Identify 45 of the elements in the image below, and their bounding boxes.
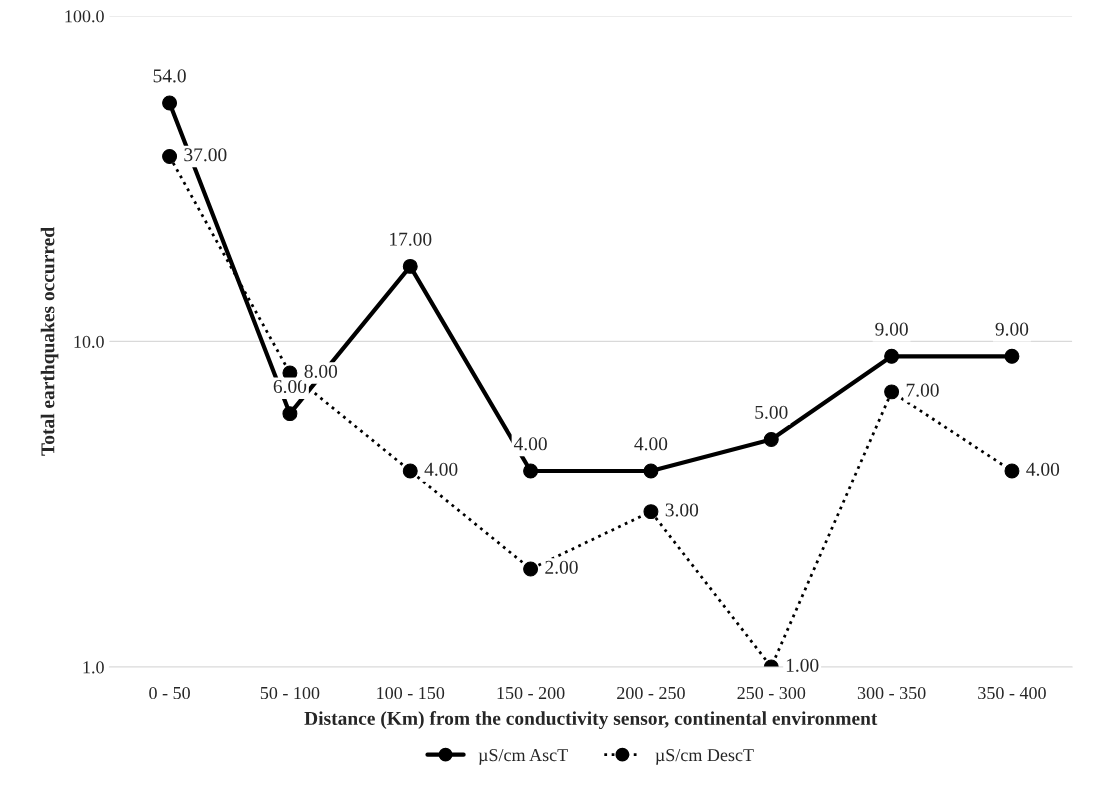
point bbox=[884, 348, 900, 364]
legend-label: µS/cm DescT bbox=[655, 749, 754, 765]
point bbox=[643, 463, 659, 479]
point bbox=[282, 406, 298, 422]
x-tick-label: 100 - 150 bbox=[377, 686, 445, 700]
point bbox=[1004, 463, 1020, 479]
data-label: 9.00 bbox=[995, 322, 1029, 336]
point bbox=[523, 561, 539, 577]
point bbox=[162, 95, 178, 111]
data-label: 4.00 bbox=[1026, 462, 1060, 476]
point bbox=[402, 258, 418, 274]
legend-label: µS/cm AscT bbox=[478, 749, 568, 765]
x-tick-label: 50 - 100 bbox=[260, 686, 320, 700]
y-tick-label: 100.0 bbox=[65, 10, 104, 23]
data-label: 3.00 bbox=[665, 503, 699, 517]
y-axis-title: Total earthquakes occurred bbox=[40, 227, 59, 456]
data-label: 9.00 bbox=[875, 322, 908, 336]
x-axis-title: Distance (Km) from the conductivity sensor, continental environment bbox=[304, 711, 878, 729]
x-tick-label: 300 - 350 bbox=[857, 686, 926, 700]
data-label: 54.0 bbox=[153, 69, 186, 83]
x-tick-label: 150 - 200 bbox=[497, 686, 565, 700]
data-label: 4.00 bbox=[634, 437, 668, 451]
point bbox=[884, 384, 900, 400]
x-tick-label: 0 - 50 bbox=[149, 686, 190, 700]
point bbox=[763, 431, 779, 447]
data-label: 1.00 bbox=[786, 658, 819, 672]
point bbox=[643, 504, 659, 520]
data-label: 4.00 bbox=[424, 462, 458, 476]
x-tick-label: 350 - 400 bbox=[978, 686, 1046, 700]
data-label: 8.00 bbox=[304, 364, 338, 378]
point bbox=[402, 463, 418, 479]
point bbox=[523, 463, 539, 479]
point bbox=[1004, 348, 1020, 364]
data-label: 7.00 bbox=[906, 383, 939, 397]
data-label: 17.00 bbox=[390, 232, 432, 246]
data-label: 4.00 bbox=[513, 437, 547, 451]
y-tick-label: 10.0 bbox=[74, 335, 104, 348]
data-label: 37.00 bbox=[184, 148, 227, 162]
data-label: 5.00 bbox=[755, 405, 788, 419]
data-label: 2.00 bbox=[545, 560, 578, 574]
y-tick-label: 1.0 bbox=[83, 661, 104, 674]
x-tick-label: 200 - 250 bbox=[617, 686, 685, 700]
data-label: 6.00 bbox=[273, 379, 307, 394]
point bbox=[162, 148, 178, 164]
x-tick-label: 250 - 300 bbox=[737, 686, 806, 700]
